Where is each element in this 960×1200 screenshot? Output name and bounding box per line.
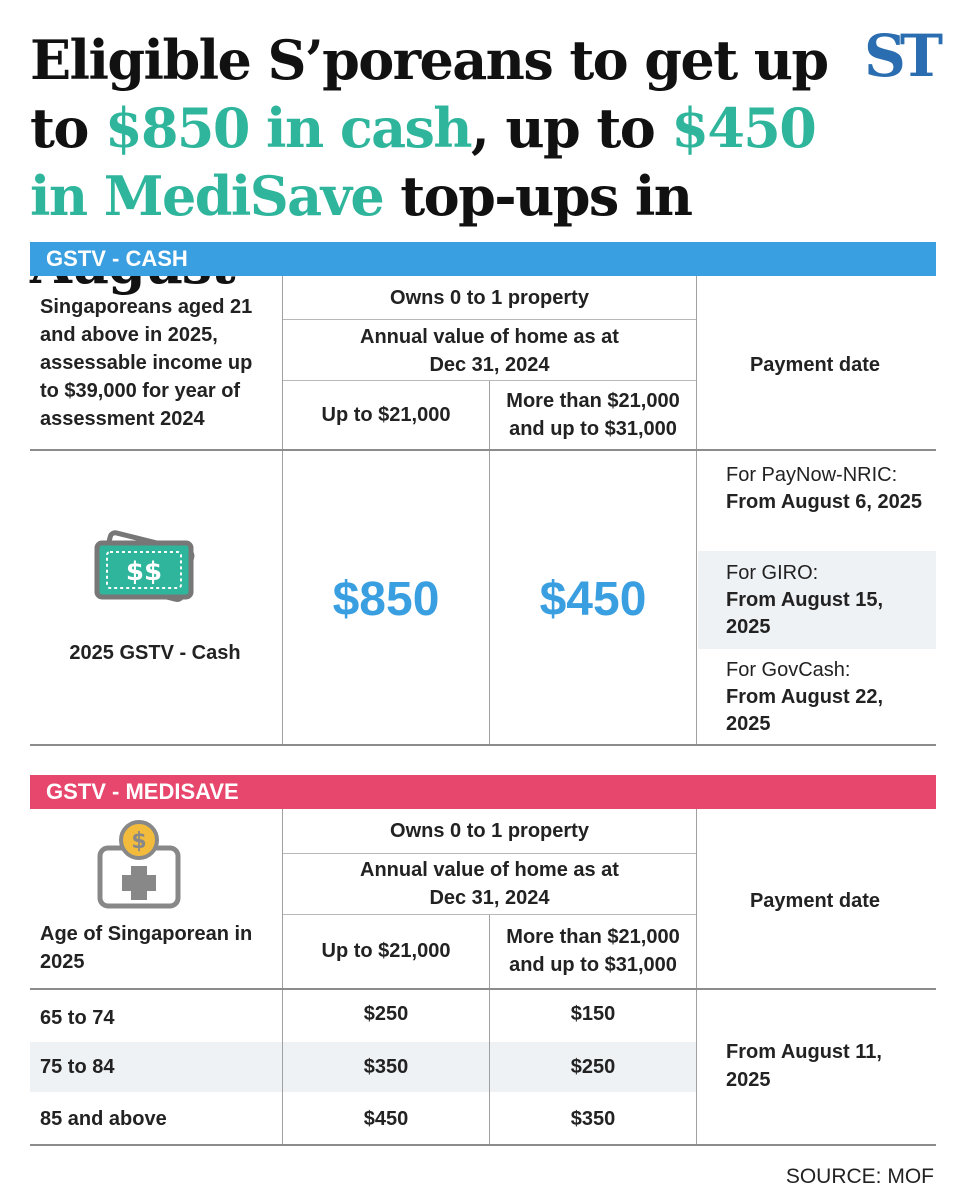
row-shading	[698, 551, 936, 649]
divider	[30, 1144, 936, 1146]
cash-notes-icon: $$	[93, 527, 197, 623]
st-logo: ST	[864, 22, 943, 90]
payment-paynow: For PayNow-NRIC: From August 6, 2025	[726, 462, 926, 516]
headline-highlight-medisave: in MediSave	[30, 164, 385, 228]
payment-date: From August 6, 2025	[726, 491, 922, 513]
payment-govcash: For GovCash: From August 22, 2025	[726, 657, 926, 738]
cash-amount-21000-to-31000: $450	[539, 573, 647, 626]
table-row-col2: $250	[570, 1056, 616, 1078]
medisave-annual-value-header: Annual value of home as at Dec 31, 2024	[360, 859, 619, 909]
source-credit: SOURCE: MOF	[785, 1165, 934, 1188]
medisave-payment-header: Payment date	[749, 890, 881, 912]
table-row-col1: $450	[363, 1108, 409, 1130]
payment-date: From August 15, 2025	[726, 589, 884, 638]
payment-giro: For GIRO: From August 15, 2025	[726, 560, 926, 641]
divider	[30, 988, 936, 990]
table-row-col2: $150	[570, 1003, 616, 1025]
medisave-payment-date: From August 11, 2025	[726, 1041, 882, 1091]
cash-item-label: 2025 GSTV - Cash	[69, 642, 241, 664]
payment-date: From August 22, 2025	[726, 686, 884, 735]
row-shading	[30, 1042, 696, 1092]
headline: Eligible S’poreans to get up to $850 in …	[30, 26, 870, 298]
divider	[283, 853, 696, 854]
medisave-property-header: Owns 0 to 1 property	[390, 820, 589, 842]
divider	[30, 449, 936, 451]
table-row-col1: $250	[363, 1003, 409, 1025]
payment-label: For PayNow-NRIC:	[726, 464, 898, 486]
divider	[282, 809, 283, 1145]
cash-property-header: Owns 0 to 1 property	[390, 287, 589, 309]
headline-highlight-450: $450	[671, 96, 817, 160]
divider	[696, 276, 697, 745]
table-row-col1: $350	[363, 1056, 409, 1078]
headline-highlight-cash: $850 in cash	[104, 96, 473, 160]
headline-text: to	[30, 96, 105, 160]
gstv-medisave-band: GSTV - MEDISAVE	[30, 775, 936, 809]
gstv-cash-band: GSTV - CASH	[30, 242, 936, 276]
svg-text:$$: $$	[126, 557, 162, 587]
divider	[282, 276, 283, 745]
table-row-age: 65 to 74	[40, 1007, 115, 1029]
headline-line-2: to $850 in cash, up to $450	[30, 94, 870, 162]
divider	[489, 380, 490, 745]
divider	[283, 319, 696, 320]
divider	[30, 744, 936, 746]
cash-payment-header: Payment date	[749, 354, 881, 376]
divider	[696, 809, 697, 1145]
divider	[489, 914, 490, 1145]
table-row-col2: $350	[570, 1108, 616, 1130]
divider	[283, 380, 696, 381]
divider	[283, 914, 696, 915]
medisave-age-header: Age of Singaporean in 2025	[40, 923, 253, 973]
table-row-age: 85 and above	[40, 1108, 167, 1130]
svg-text:$: $	[131, 829, 146, 854]
headline-line-1: Eligible S’poreans to get up	[30, 28, 829, 92]
medisave-coin-icon: $	[96, 818, 186, 912]
payment-label: For GIRO:	[726, 562, 819, 584]
cash-annual-value-header: Annual value of home as at Dec 31, 2024	[360, 326, 619, 376]
cash-eligibility-text: Singaporeans aged 21 and above in 2025, …	[40, 296, 253, 430]
table-row-age: 75 to 84	[40, 1056, 115, 1078]
headline-text: , up to	[470, 96, 672, 160]
cash-amount-up-to-21000: $850	[332, 573, 440, 626]
cash-col1-header: Up to $21,000	[321, 404, 451, 426]
payment-label: For GovCash:	[726, 659, 851, 681]
cash-col2-header: More than $21,000 and up to $31,000	[506, 390, 680, 440]
medisave-col1-header: Up to $21,000	[321, 940, 451, 962]
medisave-col2-header: More than $21,000 and up to $31,000	[506, 926, 680, 976]
